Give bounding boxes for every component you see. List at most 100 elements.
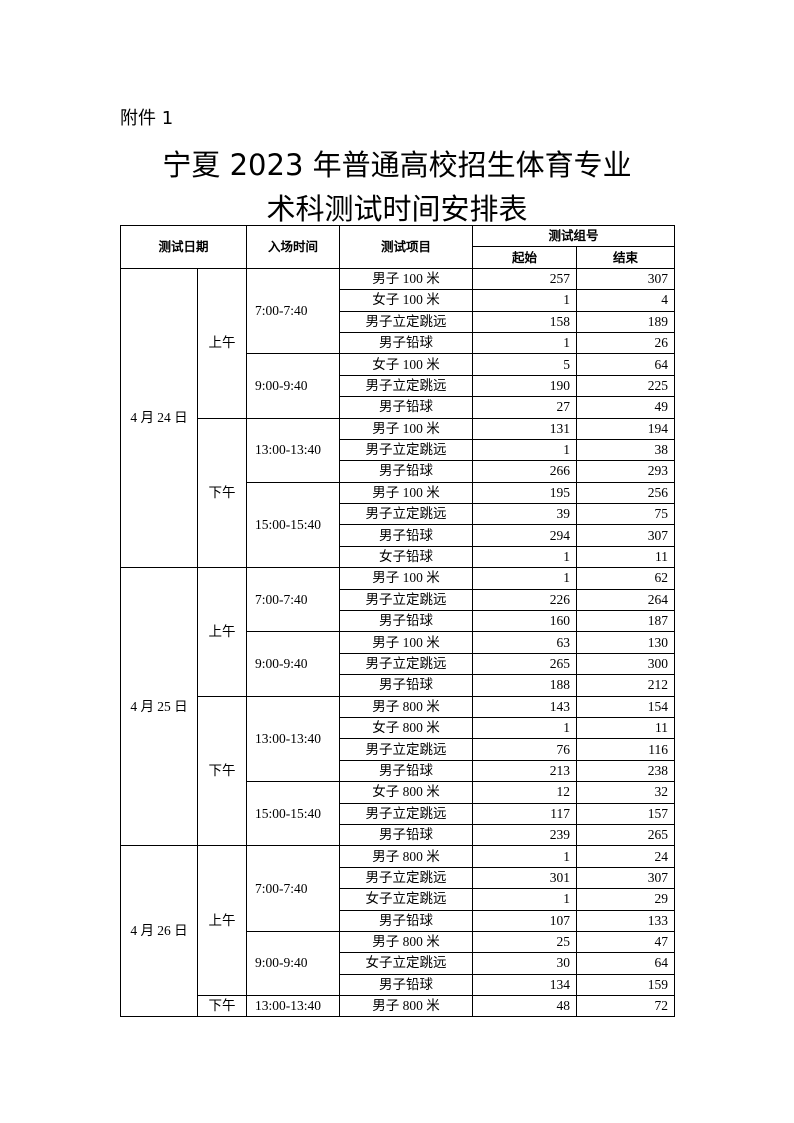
table-row: 9:00-9:40 男子 100 米 63 130 — [121, 631, 676, 697]
event-cell: 男子铅球 — [339, 524, 474, 547]
document-title-line2: 术科测试时间安排表 — [266, 192, 528, 226]
start-group-cell: 27 — [472, 396, 578, 419]
start-group-cell: 134 — [472, 973, 578, 997]
table-row: 男子立定跳远 265 300 — [121, 652, 676, 676]
table-row: 15:00-15:40 男子 100 米 195 256 — [121, 481, 676, 569]
end-group-cell: 11 — [576, 716, 676, 740]
start-group-cell: 131 — [472, 417, 578, 440]
table-row: 9:00-9:40 女子 100 米 5 64 — [121, 353, 676, 419]
table-row: 下午 13:00-13:40 男子 100 米 131 194 — [121, 417, 676, 569]
event-cell: 男子 800 米 — [339, 930, 474, 954]
end-group-cell: 159 — [576, 973, 676, 997]
end-group-cell: 307 — [576, 267, 676, 291]
event-cell: 男子立定跳远 — [339, 802, 474, 825]
attachment-label: 附件 1 — [120, 108, 174, 129]
event-cell: 女子立定跳远 — [339, 888, 474, 911]
end-group-cell: 265 — [576, 823, 676, 847]
end-group-cell: 194 — [576, 417, 676, 440]
event-cell: 男子铅球 — [339, 396, 474, 419]
start-group-cell: 107 — [472, 909, 578, 932]
start-group-cell: 25 — [472, 930, 578, 954]
start-group-cell: 1 — [472, 545, 578, 569]
header-event: 测试项目 — [339, 225, 474, 269]
end-group-cell: 238 — [576, 759, 676, 783]
table-row: 4 月 24 日上午 7:00-7:40 男子 100 米 257 307 — [120, 267, 676, 569]
end-group-cell: 4 — [576, 289, 676, 312]
table-row: 下午 13:00-13:40 男子 800 米 143 154 — [121, 695, 676, 847]
table-row: 9:00-9:40 男子 800 米 25 47 — [121, 930, 676, 997]
start-group-cell: 1 — [472, 888, 578, 911]
entry-time-cell: 13:00-13:40 — [246, 695, 341, 783]
table-row: 男子铅球 294 307 — [121, 524, 676, 547]
table-row: 男子立定跳远 190 225 — [121, 374, 676, 398]
start-group-cell: 160 — [472, 610, 578, 633]
start-group-cell: 265 — [472, 652, 578, 676]
event-cell: 女子 100 米 — [339, 353, 474, 376]
entry-time-cell: 15:00-15:40 — [246, 781, 341, 847]
start-group-cell: 12 — [472, 781, 578, 804]
start-group-cell: 257 — [472, 267, 578, 291]
table-row: 男子铅球 266 293 — [121, 460, 676, 483]
start-group-cell: 301 — [472, 866, 578, 890]
period-cell: 上午 — [196, 567, 248, 697]
end-group-cell: 189 — [576, 310, 676, 333]
start-group-cell: 1 — [472, 716, 578, 740]
start-group-cell: 1 — [472, 331, 578, 355]
end-group-cell: 300 — [576, 652, 676, 676]
table-row: 男子立定跳远 76 116 — [121, 738, 676, 761]
start-group-cell: 48 — [472, 995, 578, 1018]
end-group-cell: 62 — [576, 567, 676, 590]
start-group-cell: 294 — [472, 524, 578, 547]
event-cell: 女子铅球 — [339, 545, 474, 569]
end-group-cell: 293 — [576, 460, 676, 483]
event-cell: 男子 100 米 — [339, 417, 474, 440]
start-group-cell: 1 — [472, 845, 578, 868]
end-group-cell: 38 — [576, 438, 676, 462]
end-group-cell: 307 — [576, 524, 676, 547]
entry-time-cell: 7:00-7:40 — [246, 567, 341, 633]
end-group-cell: 47 — [576, 930, 676, 954]
date-cell: 4 月 25 日 — [120, 567, 198, 847]
header-row: 测试日期 入场时间 测试项目 测试组号 — [119, 224, 676, 269]
start-group-cell: 1 — [472, 438, 578, 462]
event-cell: 男子铅球 — [339, 909, 474, 932]
end-group-cell: 157 — [576, 802, 676, 825]
entry-time-cell: 7:00-7:40 — [246, 845, 341, 932]
event-cell: 男子立定跳远 — [339, 652, 474, 676]
entry-time-cell: 13:00-13:40 — [246, 995, 341, 1018]
end-group-cell: 133 — [576, 909, 676, 932]
event-cell: 男子铅球 — [339, 823, 474, 847]
end-group-cell: 24 — [576, 845, 676, 868]
start-group-cell: 63 — [472, 631, 578, 654]
end-group-cell: 187 — [576, 610, 676, 633]
end-group-cell: 116 — [576, 738, 676, 761]
end-group-cell: 264 — [576, 588, 676, 612]
table-row: 男子铅球 188 212 — [121, 674, 676, 697]
period-cell: 上午 — [196, 267, 248, 419]
period-cell: 下午 — [196, 995, 248, 1018]
start-group-cell: 195 — [472, 481, 578, 505]
table-row: 男子铅球 160 187 — [121, 610, 676, 633]
event-cell: 男子铅球 — [339, 674, 474, 697]
start-group-cell: 226 — [472, 588, 578, 612]
start-group-cell: 1 — [472, 289, 578, 312]
header-entry-time: 入场时间 — [246, 225, 341, 269]
period-cell: 上午 — [196, 845, 248, 997]
event-cell: 女子立定跳远 — [339, 952, 474, 975]
event-cell: 男子立定跳远 — [339, 588, 474, 612]
event-cell: 男子立定跳远 — [339, 503, 474, 526]
end-group-cell: 307 — [576, 866, 676, 890]
period-cell: 下午 — [196, 695, 248, 847]
event-cell: 男子立定跳远 — [339, 438, 474, 462]
entry-time-cell: 13:00-13:40 — [246, 417, 341, 483]
table-row: 男子立定跳远 39 75 — [121, 503, 676, 526]
event-cell: 男子铅球 — [339, 610, 474, 633]
event-cell: 男子立定跳远 — [339, 310, 474, 333]
event-cell: 男子 100 米 — [339, 567, 474, 590]
header-start: 起始 — [472, 246, 578, 269]
end-group-cell: 11 — [576, 545, 676, 569]
end-group-cell: 154 — [576, 695, 676, 718]
entry-time-cell: 9:00-9:40 — [246, 353, 341, 419]
start-group-cell: 117 — [472, 802, 578, 825]
table-row: 女子 800 米 1 11 — [121, 716, 676, 740]
